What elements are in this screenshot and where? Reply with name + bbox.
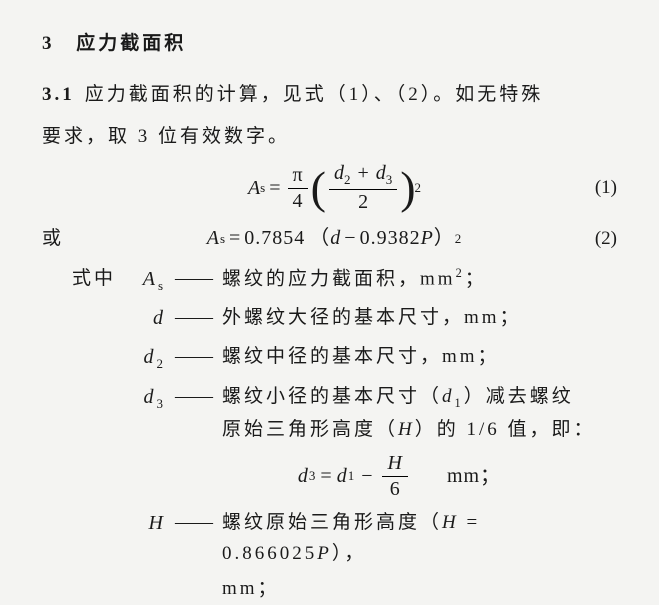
As-desc-text: 螺纹的应力截面积，mm — [222, 268, 456, 289]
def-d3-desc: 螺纹小径的基本尺寸（d1）减去螺纹 — [222, 381, 617, 413]
f1-pi: π — [288, 164, 308, 189]
intro-para: 3.1 应力截面积的计算，见式（1）、（2）。如无特殊 — [42, 79, 617, 110]
d3-d1: d — [442, 386, 455, 407]
d3-line2a: 原始三角形高度（ — [222, 419, 398, 440]
intro-text-a: 应力截面积的计算，见式（1）、（2）。如无特殊 — [85, 84, 544, 105]
def-As-desc: 螺纹的应力截面积，mm2； — [222, 263, 617, 295]
H-desc-b: ）， — [332, 543, 367, 564]
def-As-dash: —— — [166, 263, 222, 294]
formula-2-body: As = 0.7854 （d − 0.9382P）2 — [112, 222, 557, 255]
section-number: 3 — [42, 33, 55, 54]
f1-d2d3-frac: d2 + d3 2 — [329, 162, 397, 214]
intro-para-2: 要求，取 3 位有效数字。 — [42, 121, 617, 152]
f2-P: P — [421, 222, 434, 255]
intro-text-b: 要求，取 3 位有效数字。 — [42, 126, 290, 147]
f1-pow: 2 — [415, 177, 422, 198]
f1-rparen: ) — [400, 170, 415, 207]
d3-line1a: 螺纹小径的基本尺寸（ — [222, 386, 442, 407]
f1-four: 4 — [288, 189, 308, 213]
d3f-frac: H 6 — [382, 452, 407, 501]
d2-main: d — [144, 346, 157, 368]
where-label: 式中 — [42, 263, 120, 294]
def-d-sym: d — [120, 302, 166, 335]
subsection-number: 3.1 — [42, 84, 75, 105]
formula-2-number: (2) — [557, 223, 617, 254]
f2-minus: − — [344, 222, 356, 255]
H-P: P — [317, 543, 332, 564]
f2-eq: = — [229, 222, 241, 255]
def-d3-row: d3 —— 螺纹小径的基本尺寸（d1）减去螺纹 — [42, 381, 617, 414]
d3f-H: H — [382, 452, 407, 477]
d3-formula: d3 = d1 − H 6 mm； — [182, 452, 617, 501]
As-tail: ； — [465, 268, 487, 289]
def-d2-desc: 螺纹中径的基本尺寸，mm； — [222, 341, 617, 372]
As-main: A — [143, 268, 158, 290]
d3f-unit: mm； — [447, 460, 501, 493]
d3-line1b: ）减去螺纹 — [464, 386, 574, 407]
As-sub: s — [158, 278, 166, 293]
def-d2-dash: —— — [166, 341, 222, 372]
formula-2-row: 或 As = 0.7854 （d − 0.9382P）2 (2) — [42, 222, 617, 255]
d3f-d1: d — [337, 460, 348, 493]
f1-two: 2 — [353, 190, 373, 214]
section-title: 应力截面积 — [76, 33, 186, 54]
d3-main: d — [144, 386, 157, 408]
f2-coeff: 0.7854 — [244, 222, 305, 255]
f2-open: （ — [309, 222, 330, 255]
As-sup: 2 — [456, 266, 465, 280]
def-d-row: d —— 外螺纹大径的基本尺寸，mm； — [42, 302, 617, 335]
f1-frac-top: d2 + d3 — [329, 162, 397, 190]
f2-k: 0.9382 — [360, 222, 421, 255]
f1-plus: + — [357, 162, 368, 184]
f1-lhs: A — [248, 172, 260, 205]
f2-close: ） — [434, 222, 455, 255]
formula-1-row: As = π 4 ( d2 + d3 2 )2 (1) — [42, 162, 617, 214]
f1-pi-over-4: π 4 — [288, 164, 308, 213]
f2-lhs-sub: s — [220, 228, 226, 249]
d3-line2b: ）的 1/6 值，即： — [415, 419, 596, 440]
def-d3-sym: d3 — [120, 381, 166, 414]
def-d3-dash: —— — [166, 381, 222, 412]
def-H-sym: H — [120, 507, 166, 540]
f1-d3: d — [376, 162, 386, 184]
def-H-row: H —— 螺纹原始三角形高度（H = 0.866025P）， — [42, 507, 617, 570]
f2-lhs: A — [207, 222, 220, 255]
d3f-d1-sub: 1 — [348, 465, 356, 486]
def-d2-row: d2 —— 螺纹中径的基本尺寸，mm； — [42, 341, 617, 374]
f1-lparen: ( — [311, 170, 326, 207]
def-d-desc: 外螺纹大径的基本尺寸，mm； — [222, 302, 617, 333]
d3-d1-sub: 1 — [455, 396, 464, 410]
def-As-row: 式中 As —— 螺纹的应力截面积，mm2； — [42, 263, 617, 296]
def-d-dash: —— — [166, 302, 222, 333]
d3f-eq: = — [320, 460, 332, 493]
f1-d2: d — [334, 162, 344, 184]
H-desc-a: 螺纹原始三角形高度（ — [222, 512, 442, 533]
f2-d: d — [330, 222, 341, 255]
formula-1-number: (1) — [557, 172, 617, 203]
f2-pow: 2 — [455, 228, 463, 249]
f1-lhs-sub: s — [260, 177, 265, 198]
d3-H: H — [398, 419, 415, 440]
H-var: H — [442, 512, 459, 533]
d3-sub: 3 — [157, 396, 167, 411]
f1-d3-sub: 3 — [386, 172, 393, 187]
def-H-desc: 螺纹原始三角形高度（H = 0.866025P）， — [222, 507, 617, 570]
d2-sub: 2 — [157, 356, 167, 371]
d3f-lhs: d — [298, 460, 309, 493]
def-H-line2: mm； — [222, 573, 617, 604]
d3f-lhs-sub: 3 — [309, 465, 317, 486]
def-H-dash: —— — [166, 507, 222, 538]
d3f-six: 6 — [385, 477, 406, 501]
f1-d2-sub: 2 — [344, 172, 351, 187]
def-d3-line2: 原始三角形高度（H）的 1/6 值，即： — [222, 414, 617, 445]
section-heading: 3 应力截面积 — [42, 28, 617, 59]
formula-1-body: As = π 4 ( d2 + d3 2 )2 — [112, 162, 557, 214]
or-label: 或 — [42, 223, 112, 254]
d3f-minus: − — [361, 460, 373, 493]
def-As-sym: As — [120, 263, 166, 296]
f1-eq: = — [269, 172, 280, 205]
def-d2-sym: d2 — [120, 341, 166, 374]
